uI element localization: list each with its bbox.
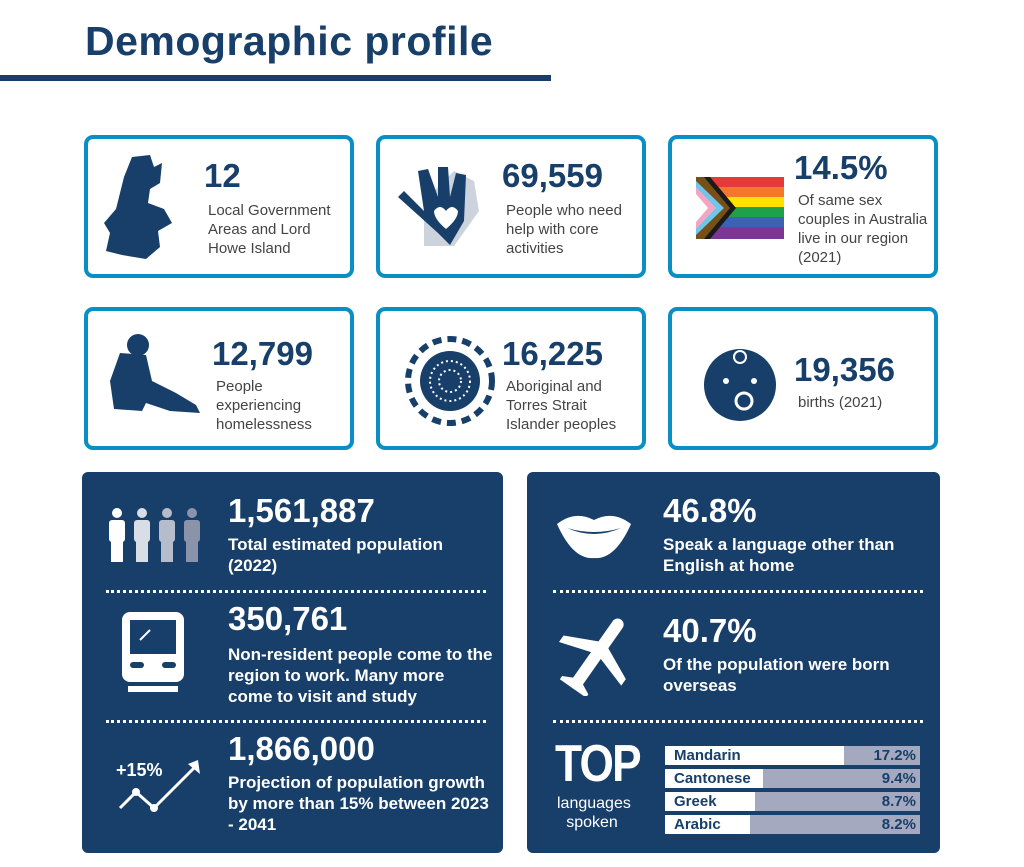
stat-number: 12,799 [212, 335, 313, 372]
stat-number: 69,559 [502, 157, 603, 194]
growth-chart-icon [118, 760, 200, 812]
stat-card-core-help: 69,559 People who need help with core ac… [376, 135, 646, 278]
stat-number: 14.5% [794, 149, 888, 186]
stat-card-homelessness: 12,799 People experiencing homelessness [84, 307, 354, 450]
stat-number: 350,761 [228, 600, 348, 637]
stat-card-aboriginal: 16,225 Aboriginal and Torres Strait Isla… [376, 307, 646, 450]
language-bar-fill [665, 792, 756, 811]
language-bar-cantonese: Cantonese 9.4% [665, 769, 920, 788]
region-map-icon [104, 155, 172, 259]
population-panel: 1,561,887 Total estimated population (20… [82, 472, 503, 853]
title-underline [0, 75, 551, 81]
baby-face-icon [704, 349, 776, 421]
stat-number: 19,356 [794, 351, 895, 388]
language-percent: 8.7% [881, 793, 916, 810]
language-percent: 17.2% [873, 747, 916, 764]
dotted-divider [106, 720, 486, 723]
stat-number: 16,225 [502, 335, 603, 372]
stat-label: People who need help with core activitie… [506, 202, 622, 257]
airplane-icon [558, 618, 626, 696]
mouth-icon [557, 515, 631, 559]
helping-hand-heart-icon [398, 167, 479, 246]
stat-label: Total estimated population (2022) [228, 535, 444, 575]
language-name: Arabic [674, 816, 721, 833]
stat-number: 12 [204, 157, 241, 194]
language-bar-mandarin: Mandarin 17.2% [665, 746, 920, 765]
language-bar-greek: Greek 8.7% [665, 792, 920, 811]
language-bar-arabic: Arabic 8.2% [665, 815, 920, 834]
stat-card-same-sex-couples: 14.5% Of same sex couples in Australia l… [668, 135, 938, 278]
language-name: Cantonese [674, 770, 751, 787]
top-languages-subheading: languages spoken [557, 795, 631, 831]
language-percent: 8.2% [881, 816, 916, 833]
stat-label: Speak a language other than English at h… [663, 535, 895, 575]
dotted-divider [553, 590, 923, 593]
stat-label: Aboriginal and Torres Strait Islander pe… [506, 378, 617, 433]
language-percent: 9.4% [881, 770, 916, 787]
dotted-divider [553, 720, 923, 723]
stat-label: Projection of population growth by more … [228, 773, 489, 834]
stat-label: births (2021) [798, 394, 883, 411]
stat-number: 1,561,887 [228, 492, 375, 529]
stat-number: 40.7% [663, 612, 757, 649]
growth-label: +15% [116, 760, 163, 780]
stat-card-births: 19,356 births (2021) [668, 307, 938, 450]
train-icon [122, 612, 184, 692]
stat-number: 46.8% [663, 492, 757, 529]
stat-label: Of same sex couples in Australia live in… [798, 192, 928, 266]
stat-label: Local Government Areas and Lord Howe Isl… [208, 202, 331, 257]
language-bar-fill [665, 746, 844, 765]
page-title: Demographic profile [85, 18, 494, 64]
people-icon [109, 508, 200, 562]
seated-person-icon [110, 334, 200, 413]
stat-card-lgas: 12 Local Government Areas and Lord Howe … [84, 135, 354, 278]
language-name: Greek [674, 793, 717, 810]
stat-label: Non-resident people come to the region t… [228, 645, 493, 706]
aboriginal-dot-art-icon [405, 336, 495, 426]
dotted-divider [106, 590, 486, 593]
top-languages-heading: TOP [555, 735, 642, 793]
language-name: Mandarin [674, 747, 741, 764]
stat-label: Of the population were born overseas [663, 655, 890, 695]
language-panel: 46.8% Speak a language other than Englis… [527, 472, 940, 853]
stat-number: 1,866,000 [228, 730, 375, 767]
language-bar-fill [665, 769, 763, 788]
progress-pride-flag-icon [696, 177, 784, 239]
language-bar-fill [665, 815, 751, 834]
stat-label: People experiencing homelessness [216, 378, 312, 433]
